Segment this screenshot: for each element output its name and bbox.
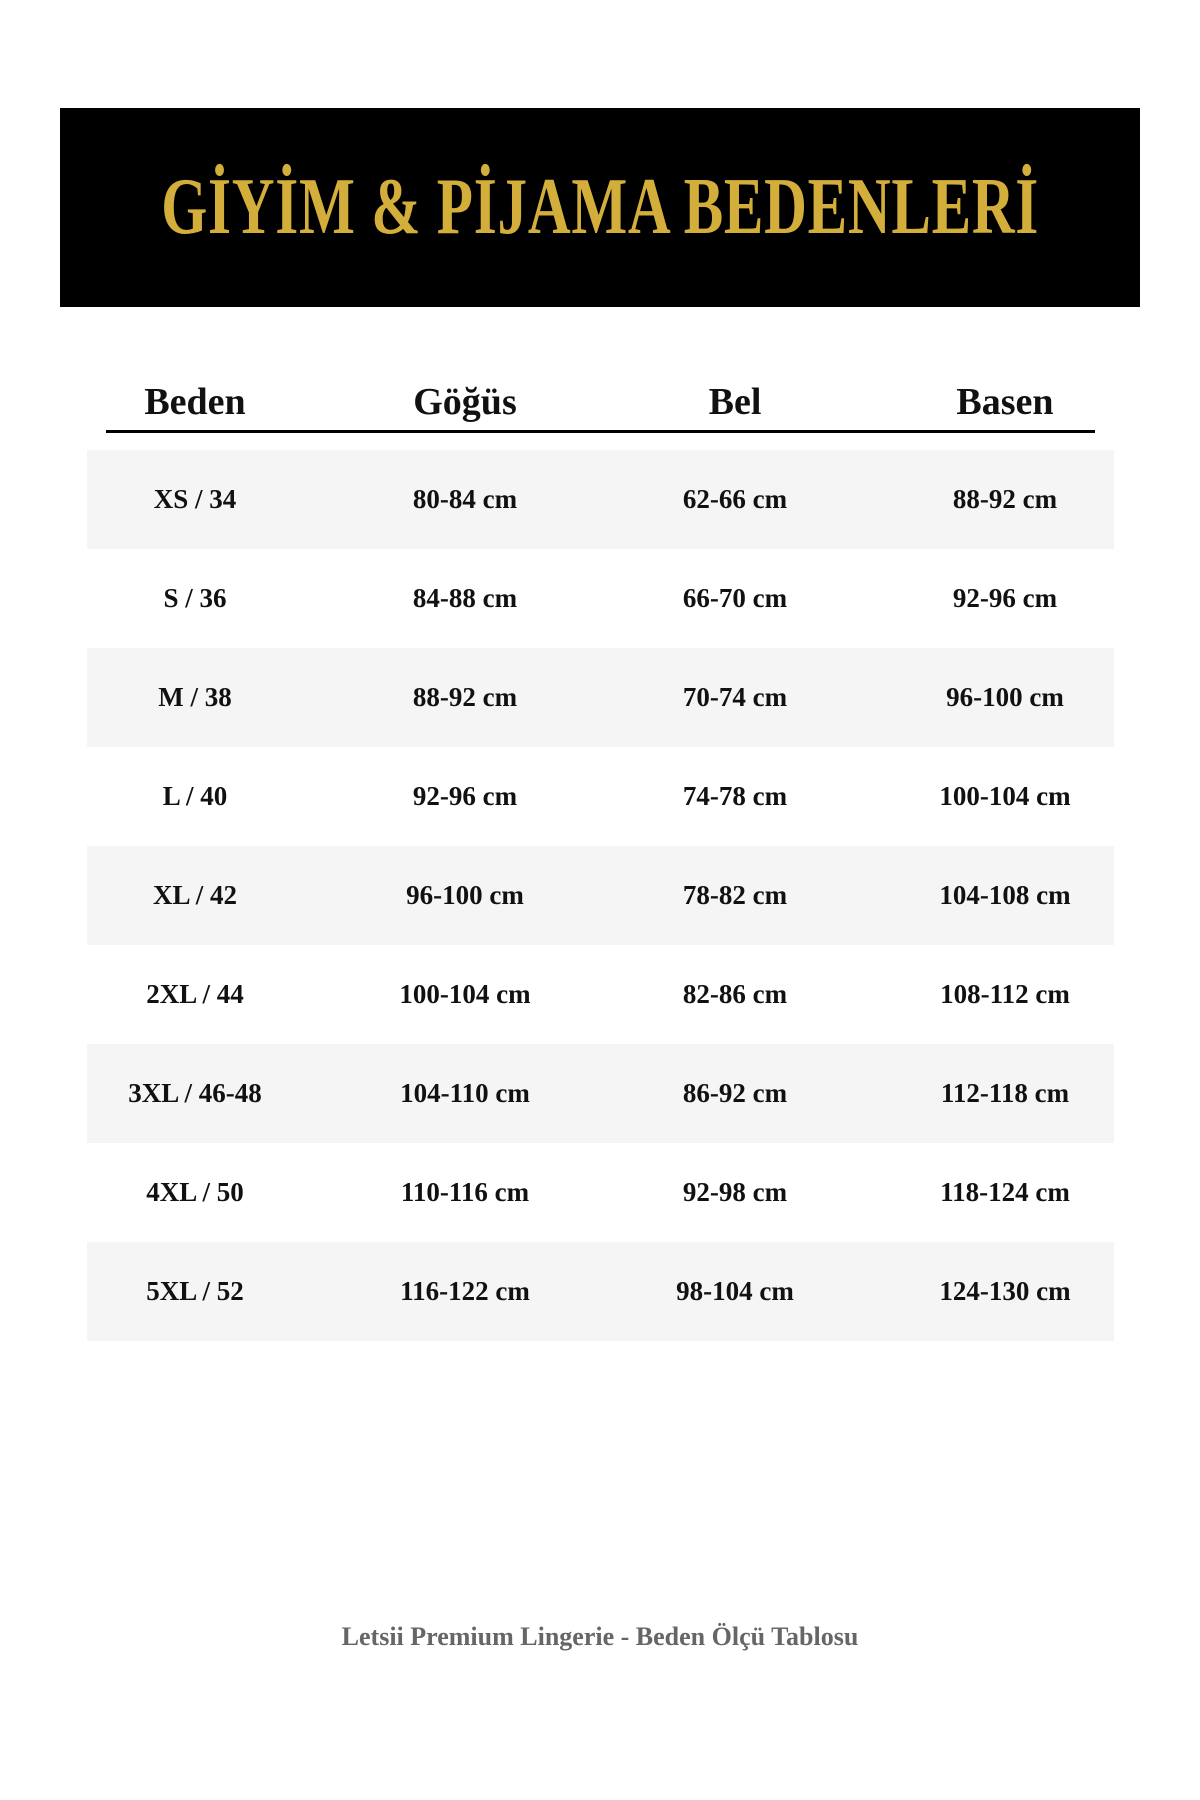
- table-row: 5XL / 52 116-122 cm 98-104 cm 124-130 cm: [87, 1242, 1114, 1341]
- size-cell: XS / 34: [153, 484, 237, 514]
- table-row: L / 40 92-96 cm 74-78 cm 100-104 cm: [87, 747, 1114, 846]
- hip-cell: 104-108 cm: [939, 880, 1071, 910]
- size-cell: 2XL / 44: [146, 979, 244, 1009]
- size-cell: 3XL / 46-48: [128, 1078, 262, 1108]
- table-row: 4XL / 50 110-116 cm 92-98 cm 118-124 cm: [87, 1143, 1114, 1242]
- title-banner: GİYİM & PİJAMA BEDENLERİ: [60, 108, 1140, 307]
- column-header-beden: Beden: [144, 381, 246, 423]
- column-header-basen: Basen: [956, 381, 1054, 423]
- hip-cell: 112-118 cm: [940, 1078, 1070, 1108]
- waist-cell: 86-92 cm: [682, 1078, 788, 1108]
- hip-cell: 92-96 cm: [952, 583, 1058, 613]
- table-row: 3XL / 46-48 104-110 cm 86-92 cm 112-118 cm: [87, 1044, 1114, 1143]
- table-row: XS / 34 80-84 cm 62-66 cm 88-92 cm: [87, 450, 1114, 549]
- hip-cell: 96-100 cm: [946, 682, 1064, 712]
- waist-cell: 74-78 cm: [682, 781, 788, 811]
- hip-cell: 108-112 cm: [940, 979, 1070, 1009]
- waist-cell: 66-70 cm: [682, 583, 788, 613]
- chest-cell: 100-104 cm: [399, 979, 531, 1009]
- header-divider: [106, 430, 1095, 433]
- size-cell: M / 38: [158, 682, 232, 712]
- size-cell: L / 40: [162, 781, 228, 811]
- chest-cell: 88-92 cm: [412, 682, 518, 712]
- hip-cell: 100-104 cm: [939, 781, 1071, 811]
- size-cell: XL / 42: [152, 880, 238, 910]
- size-table-body: XS / 34 80-84 cm 62-66 cm 88-92 cm S / 36 84-…: [87, 450, 1114, 1341]
- waist-cell: 70-74 cm: [682, 682, 788, 712]
- chest-cell: 110-116 cm: [400, 1177, 530, 1207]
- chest-cell: 116-122 cm: [400, 1276, 530, 1306]
- size-cell: 4XL / 50: [146, 1177, 244, 1207]
- column-header-bel: Bel: [708, 381, 762, 423]
- chest-cell: 104-110 cm: [400, 1078, 530, 1108]
- table-header: Beden Göğüs Bel Basen: [0, 380, 1200, 430]
- waist-cell: 62-66 cm: [682, 484, 788, 514]
- table-row: XL / 42 96-100 cm 78-82 cm 104-108 cm: [87, 846, 1114, 945]
- chest-cell: 84-88 cm: [412, 583, 518, 613]
- table-row: 2XL / 44 100-104 cm 82-86 cm 108-112 cm: [87, 945, 1114, 1044]
- page-title: GİYİM & PİJAMA BEDENLERİ: [161, 163, 1039, 251]
- hip-cell: 124-130 cm: [939, 1276, 1071, 1306]
- waist-cell: 98-104 cm: [676, 1276, 794, 1306]
- hip-cell: 88-92 cm: [952, 484, 1058, 514]
- table-row: S / 36 84-88 cm 66-70 cm 92-96 cm: [87, 549, 1114, 648]
- waist-cell: 82-86 cm: [682, 979, 788, 1009]
- column-header-gogus: Göğüs: [413, 381, 517, 423]
- size-cell: 5XL / 52: [146, 1276, 244, 1306]
- waist-cell: 92-98 cm: [682, 1177, 788, 1207]
- footer-caption: Letsii Premium Lingerie - Beden Ölçü Tab…: [341, 1622, 859, 1651]
- chest-cell: 96-100 cm: [406, 880, 524, 910]
- chest-cell: 92-96 cm: [412, 781, 518, 811]
- chest-cell: 80-84 cm: [412, 484, 518, 514]
- size-cell: S / 36: [163, 583, 227, 613]
- table-row: M / 38 88-92 cm 70-74 cm 96-100 cm: [87, 648, 1114, 747]
- waist-cell: 78-82 cm: [682, 880, 788, 910]
- hip-cell: 118-124 cm: [940, 1177, 1070, 1207]
